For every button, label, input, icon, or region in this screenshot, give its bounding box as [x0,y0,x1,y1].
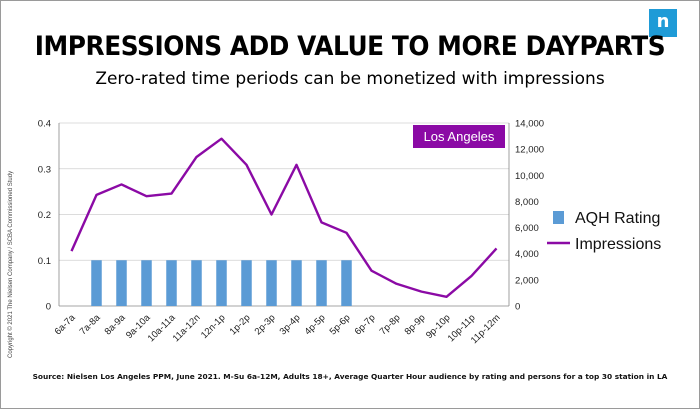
y-right-tick-label: 10,000 [515,171,544,182]
y-left-tick-label: 0.2 [38,210,51,221]
legend-swatch-aqh-rating [553,211,564,224]
x-tick-label: 6p-7p [353,312,378,337]
y-right-tick-label: 6,000 [515,223,539,234]
slide-subtitle: Zero-rated time periods can be monetized… [95,69,605,89]
bar-aqh-rating [341,260,352,306]
nielsen-logo-icon: n [649,9,677,37]
callout-box [413,125,505,148]
x-tick-label: 7a-8a [78,312,103,337]
x-tick-label: 12n-1p [199,312,228,341]
bar-aqh-rating [241,260,252,306]
x-tick-label: 1p-2p [228,312,253,337]
source-note: Source: Nielsen Los Angeles PPM, June 20… [32,372,668,381]
x-tick-label: 7p-8p [378,312,403,337]
legend-label-impressions: Impressions [575,236,661,253]
y-left-tick-label: 0.4 [38,119,51,130]
x-tick-label: 6a-7a [53,312,78,337]
slide-title: IMPRESSIONS ADD VALUE TO MORE DAYPARTS [34,31,666,62]
legend-label-aqh-rating: AQH Rating [575,210,660,227]
x-tick-label: 4p-5p [303,312,328,337]
y-right-tick-label: 14,000 [515,119,544,130]
y-left-tick-label: 0 [46,302,51,313]
bar-aqh-rating [141,260,152,306]
y-left-tick-label: 0.1 [38,256,51,267]
y-left-tick-label: 0.3 [38,164,51,175]
y-right-tick-label: 12,000 [515,145,544,156]
y-right-tick-label: 2,000 [515,275,539,286]
x-tick-label: 11a-12n [171,312,203,344]
line-impressions [70,137,498,299]
bar-aqh-rating [266,260,277,306]
bar-aqh-rating [166,260,177,306]
x-tick-label: 2p-3p [253,312,278,337]
bar-aqh-rating [91,260,102,306]
y-right-tick-label: 4,000 [515,249,539,260]
x-tick-label: 5p-6p [328,312,353,337]
bar-aqh-rating [116,260,127,306]
y-right-tick-label: 8,000 [515,197,539,208]
x-tick-label: 3p-4p [278,312,303,337]
bar-aqh-rating [216,260,227,306]
callout-los-angeles: Los Angeles [424,129,495,144]
bar-aqh-rating [291,260,302,306]
y-right-tick-label: 0 [515,302,520,313]
bar-aqh-rating [316,260,327,306]
bar-aqh-rating [191,260,202,306]
logo-glyph: n [656,11,670,32]
